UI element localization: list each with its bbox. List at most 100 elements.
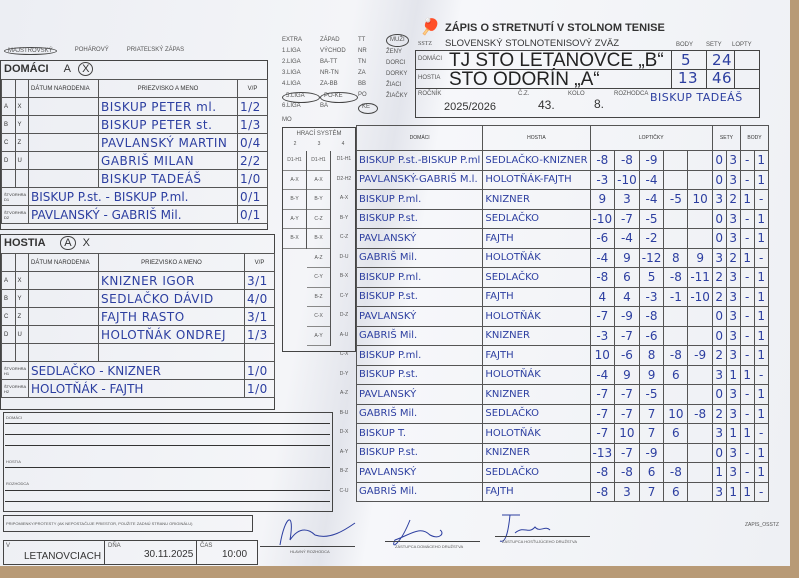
league-option: BA — [320, 103, 329, 109]
note-line — [5, 445, 330, 446]
set-score: 7 — [638, 481, 665, 502]
set-score: 8 — [638, 345, 665, 366]
player-vp: 3/1 — [244, 307, 275, 326]
match-sh: 3 — [711, 481, 727, 502]
note-line — [5, 434, 330, 435]
set-score: 9 — [638, 364, 665, 385]
doubles-vp: 0/1 — [237, 187, 268, 206]
match-sh: 0 — [711, 442, 727, 463]
home-player: PAVLANSKÝ-GABRIŠ M.l. — [355, 169, 484, 190]
league-row: 1.LIGA VÝCHOD NR — [282, 48, 382, 59]
doubles-row: ŠTVORHRA H2 HOLOTŇÁK - FAJTH 1/0 — [0, 379, 275, 398]
match-bg: 1 — [753, 267, 769, 288]
match-sh: 3 — [711, 364, 727, 385]
set-score: -4 — [638, 189, 665, 210]
system-pairing: B-Y — [307, 190, 330, 210]
set-score: 9 — [589, 189, 616, 210]
logo-icon: 🏓 — [420, 19, 440, 36]
system-pairing: B-Z — [339, 468, 349, 474]
system-col-head: 4 — [341, 141, 345, 147]
system-pairing: C-Z — [339, 234, 349, 240]
set-score: -4 — [589, 364, 616, 385]
league-option: ZA — [358, 70, 366, 76]
set-score: -10 — [687, 286, 713, 307]
code: C — [1, 133, 16, 152]
home-sety: 24 — [712, 51, 733, 69]
guest-player: HOLOTŇÁK-FAJTH — [482, 169, 591, 190]
league-option: 2.LIGA — [282, 59, 301, 65]
home-roster: DOMÁCI A X DÁTUM NARODENIA PRIEZVISKO A M… — [0, 60, 268, 230]
match-sg: 3 — [725, 150, 741, 171]
birth-date — [28, 169, 100, 188]
home-player: GABRIŠ Mil. — [355, 481, 484, 502]
match-bh: - — [739, 462, 755, 483]
set-score: 4 — [589, 286, 616, 307]
match-sh: 0 — [711, 325, 727, 346]
set-score — [663, 150, 689, 171]
guest-player: KNIZNER — [482, 442, 591, 463]
set-score: 10 — [589, 345, 616, 366]
home-player: GABRIŠ Mil. — [355, 325, 484, 346]
code — [1, 169, 16, 188]
match-row: BISKUP P.st. KNIZNER -13 -7 -9 0 3-1 — [355, 442, 769, 463]
match-sg: 3 — [725, 169, 741, 190]
roster-header: DÁTUM NARODENIA PRIEZVISKO A MENO V/P — [1, 253, 275, 272]
home-roster-title: DOMÁCI — [4, 63, 49, 75]
col-date: DÁTUM NARODENIA — [28, 253, 100, 272]
side-x: X — [82, 237, 90, 249]
doubles-vp: 0/1 — [237, 205, 268, 224]
match-sg: 3 — [725, 325, 741, 346]
cz-label: Č.Z. — [518, 91, 530, 97]
playing-system: HRACÍ SYSTÉM 2 3 4 D1-H1 A-X B-Y A-Y B-X D1-H1 A-… — [282, 127, 356, 352]
doubles-vp: 1/0 — [244, 361, 275, 380]
league-option: ZÁPAD — [320, 37, 340, 43]
notes-referee-label: ROZHODCA — [6, 481, 29, 486]
match-bg: 1 — [753, 306, 769, 327]
place: LETANOVCIACH — [24, 551, 102, 562]
roster-row: C Z PAVLANSKÝ MARTIN 0/4 — [1, 133, 268, 152]
set-score: 7 — [638, 423, 665, 444]
col-sets: SETY — [711, 125, 741, 151]
home-label: DOMÁCI — [418, 56, 442, 62]
match-sh: 2 — [711, 403, 727, 424]
guest-label: HOSTIA — [418, 75, 441, 81]
set-score — [687, 208, 713, 229]
guest-player: SEDLAČKO — [482, 403, 591, 424]
match-bg: 1 — [753, 208, 769, 229]
player-name: KNIZNER IGOR — [98, 271, 245, 290]
match-type-championship: MAJSTROVSKÝ — [4, 47, 57, 55]
match-sh: 2 — [711, 345, 727, 366]
home-player: PAVLANSKÝ — [355, 306, 484, 327]
date-label: DŇA — [108, 543, 121, 549]
code: U — [14, 325, 29, 344]
system-pairing: B-X — [283, 229, 306, 249]
system-pairing: B-X — [339, 273, 349, 279]
match-bg: - — [753, 364, 769, 385]
system-pairing: A-Z — [307, 249, 330, 268]
category-option: ŽIAČKY — [386, 93, 408, 99]
match-row: PAVLANSKÝ HOLOTŇÁK -7 -9 -8 0 3-1 — [355, 306, 769, 327]
system-pairing: B-X — [307, 229, 330, 249]
set-score: 9 — [687, 247, 713, 268]
set-score: -8 — [663, 345, 689, 366]
home-player: PAVLANSKÝ — [355, 462, 484, 483]
code: X — [14, 271, 29, 290]
match-sg: 3 — [725, 442, 741, 463]
match-row: BISKUP P.st. FAJTH 4 4 -3 -1 -10 2 3-1 — [355, 286, 769, 307]
home-player: GABRIŠ Mil. — [355, 247, 484, 268]
match-bg: 1 — [753, 325, 769, 346]
set-score — [663, 442, 689, 463]
match-row: GABRIŠ Mil. SEDLAČKO -7 -7 7 10 -8 2 3-1 — [355, 403, 769, 424]
match-row: PAVLANSKÝ-GABRIŠ M.l. HOLOTŇÁK-FAJTH -3 -10… — [355, 169, 769, 190]
set-score: -4 — [638, 169, 665, 190]
guest-player: KNIZNER — [482, 189, 591, 210]
set-score: 6 — [663, 481, 689, 502]
match-row: BISKUP P.ml. SEDLAČKO -8 6 5 -8 -11 2 3-1 — [355, 267, 769, 288]
match-bh: - — [739, 442, 755, 463]
set-score: -7 — [589, 423, 616, 444]
system-pairing: C-Z — [307, 210, 330, 229]
set-score — [687, 364, 713, 385]
set-score: -11 — [687, 267, 713, 288]
set-score — [687, 384, 713, 405]
set-score: -1 — [663, 286, 689, 307]
